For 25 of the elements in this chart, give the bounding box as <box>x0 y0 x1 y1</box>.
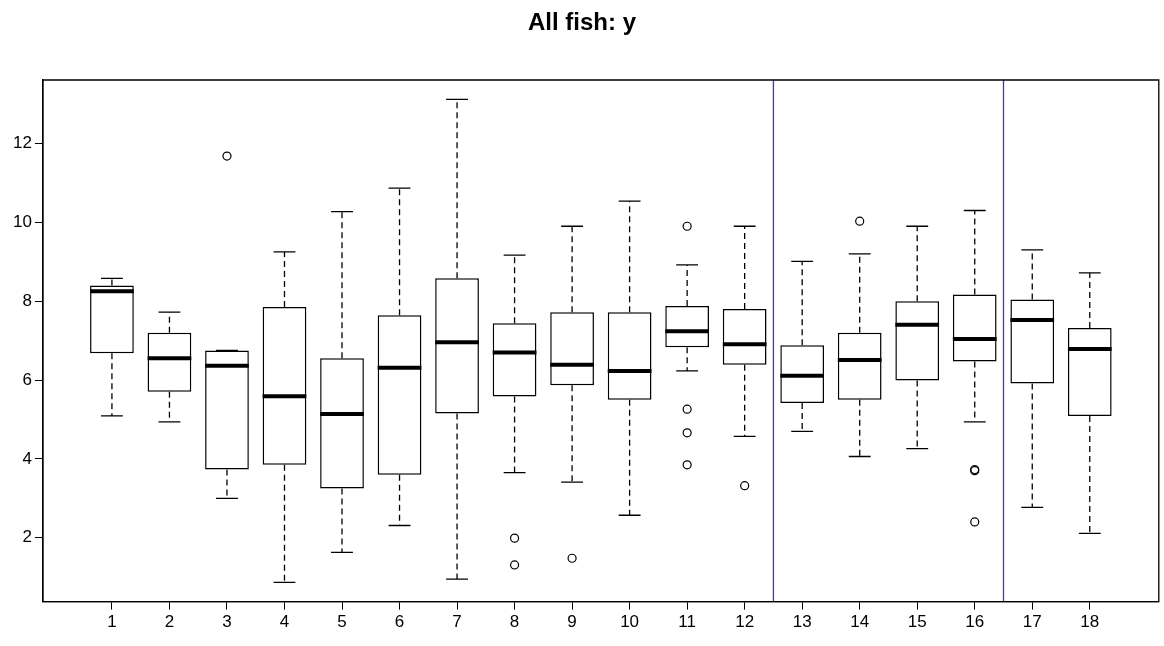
x-tick-label: 13 <box>792 612 812 632</box>
x-tick-label: 7 <box>452 612 462 632</box>
x-tick-label: 12 <box>735 612 755 632</box>
x-tick-label: 16 <box>965 612 985 632</box>
x-tick-label: 8 <box>509 612 520 632</box>
y-tick-label: 2 <box>22 527 32 547</box>
x-tick-label: 2 <box>164 612 175 632</box>
y-tick-label: 10 <box>12 212 32 232</box>
x-tick-label: 14 <box>850 612 870 632</box>
x-tick-label: 11 <box>678 612 696 632</box>
x-tick-label: 17 <box>1022 612 1042 632</box>
x-tick-label: 6 <box>394 612 405 632</box>
x-tick-label: 5 <box>337 612 347 632</box>
y-tick-label: 8 <box>22 290 32 310</box>
chart-title: All fish: y <box>527 8 637 36</box>
y-tick-label: 6 <box>22 369 32 389</box>
x-tick-label: 15 <box>907 612 927 632</box>
x-tick-label: 1 <box>107 612 117 632</box>
y-tick-label: 12 <box>12 133 32 153</box>
y-tick-label: 4 <box>22 448 32 468</box>
x-tick-label: 3 <box>222 612 232 632</box>
x-tick-label: 4 <box>279 612 290 632</box>
x-tick-label: 18 <box>1080 612 1100 632</box>
x-tick-label: 10 <box>620 612 640 632</box>
x-tick-label: 9 <box>567 612 577 632</box>
